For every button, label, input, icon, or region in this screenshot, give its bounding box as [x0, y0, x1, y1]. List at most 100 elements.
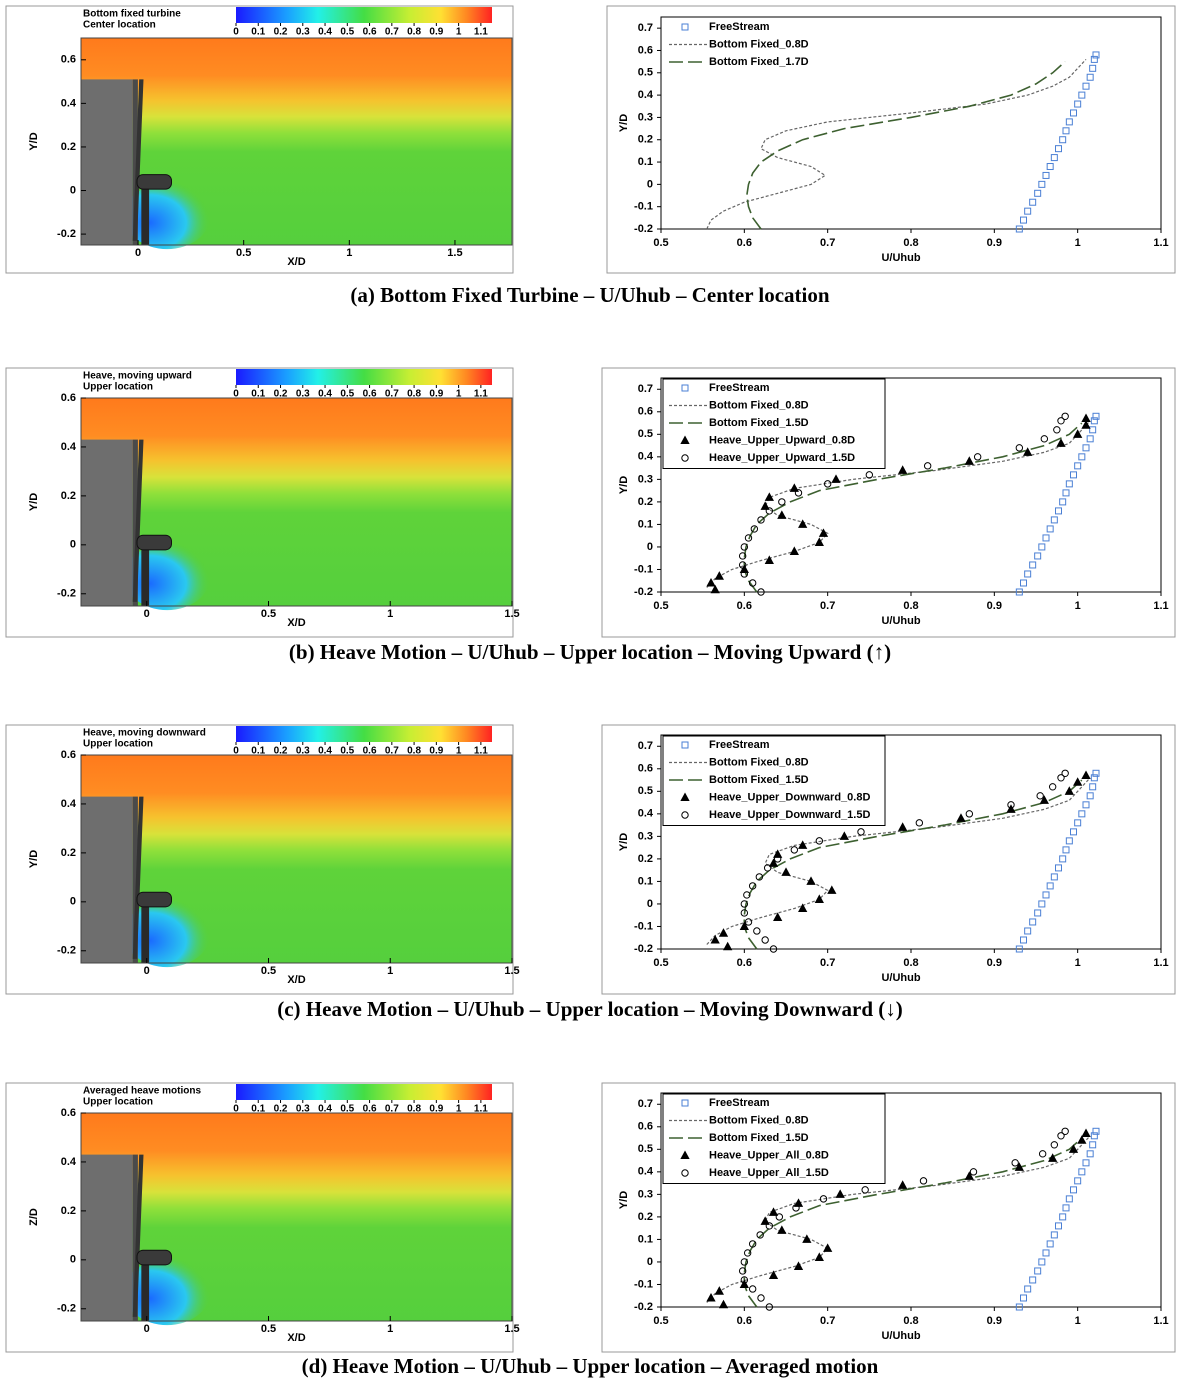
y-tick-label: 0.3: [638, 111, 653, 123]
data-point: [1055, 864, 1062, 872]
y-axis-label: Y/D: [618, 833, 630, 851]
data-point: [740, 543, 749, 551]
y-tick-label: 0.4: [61, 97, 77, 109]
colorbar-tick-label: 0.7: [385, 389, 399, 400]
data-point: [923, 462, 932, 470]
y-tick-label: -0.2: [634, 943, 653, 955]
data-point: [1089, 1141, 1097, 1149]
x-tick-label: 0.7: [820, 957, 835, 969]
data-point: [1077, 1135, 1087, 1144]
data-point: [1065, 1195, 1073, 1203]
colorbar-tick-label: 0.5: [340, 746, 354, 757]
legend-label: Bottom Fixed_0.8D: [709, 399, 809, 411]
data-point: [1034, 552, 1042, 560]
legend-symbol: [680, 435, 690, 444]
legend-label: FreeStream: [709, 21, 770, 33]
x-tick-label: 0.8: [903, 237, 918, 249]
data-point: [915, 819, 924, 827]
data-point: [1065, 118, 1073, 126]
data-point: [739, 1279, 749, 1288]
data-point: [1020, 1294, 1027, 1302]
data-point: [1090, 417, 1098, 425]
data-point: [823, 480, 832, 488]
x-axis-label: U/Uhub: [881, 972, 920, 984]
colorbar-tick-label: 0.1: [251, 27, 265, 38]
data-point: [1068, 1144, 1079, 1153]
x-tick-label: 1.5: [504, 1323, 519, 1335]
data-point: [718, 1299, 729, 1309]
y-axis-label: Z/D: [28, 1208, 40, 1226]
data-point: [1050, 873, 1058, 881]
plot-frame: [80, 1112, 513, 1322]
legend-symbol: [681, 454, 689, 462]
data-point: [765, 507, 774, 515]
y-tick-label: 0: [70, 539, 76, 551]
y-tick-label: 0.3: [638, 830, 653, 842]
tower: [141, 543, 150, 606]
data-point: [798, 840, 808, 849]
tower-shadow: [81, 439, 133, 606]
data-point: [773, 849, 783, 858]
colorbar: [236, 369, 492, 385]
profile-line: [745, 61, 1066, 230]
data-point: [1036, 792, 1044, 800]
data-point: [1070, 1186, 1077, 1194]
x-tick-label: 0.6: [737, 237, 752, 249]
data-point: [818, 528, 829, 537]
colorbar-tick-label: 0.9: [429, 746, 443, 757]
data-point: [865, 471, 874, 479]
y-tick-label: 0.7: [638, 22, 653, 34]
data-point: [1020, 936, 1027, 944]
y-tick-label: 0: [647, 1256, 653, 1268]
colorbar-tick-label: 1: [456, 389, 462, 400]
colorbar-tick-label: 0: [233, 389, 239, 400]
legend-label: FreeStream: [709, 382, 770, 394]
data-point: [744, 918, 753, 926]
colorbar-tick-label: 0.4: [318, 746, 332, 757]
x-tick-label: 1: [1075, 1315, 1081, 1327]
y-tick-label: 0.1: [638, 156, 653, 168]
y-tick-label: 0.4: [638, 808, 654, 820]
data-point: [1020, 216, 1027, 224]
data-point: [777, 1225, 787, 1234]
data-point: [748, 1285, 757, 1293]
colorbar-tick-label: 0.6: [363, 746, 377, 757]
x-tick-label: 0: [135, 247, 141, 259]
legend-symbol: [680, 1150, 690, 1159]
data-point: [1050, 1231, 1058, 1239]
data-point: [1046, 1240, 1054, 1248]
y-tick-label: 0.4: [638, 89, 654, 101]
data-point: [1062, 1204, 1070, 1212]
data-point: [798, 903, 808, 912]
data-point: [1048, 783, 1057, 791]
y-tick-label: 0.5: [638, 1143, 653, 1155]
data-point: [1070, 828, 1077, 836]
data-point: [1057, 417, 1065, 425]
data-point: [1029, 561, 1037, 569]
legend-symbol: [681, 384, 689, 392]
data-point: [1092, 1127, 1100, 1135]
x-tick-label: 1: [387, 1323, 393, 1335]
contour-panel: 0 0.5 1 1.5 -0.2 0 0.2 0.4 0.6 X/D Y/D Heave, movin…: [5, 724, 520, 995]
legend-label: Bottom Fixed_0.8D: [709, 38, 809, 50]
colorbar-tick-label: 0.5: [340, 1104, 354, 1115]
y-tick-label: 0.7: [638, 1098, 653, 1110]
data-point: [1078, 91, 1086, 99]
data-point: [1015, 225, 1023, 233]
y-tick-label: -0.1: [634, 1278, 653, 1290]
x-tick-label: 1.5: [504, 965, 519, 977]
x-tick-label: 1.1: [1153, 600, 1168, 612]
y-tick-label: 0: [70, 896, 76, 908]
tower: [141, 900, 150, 963]
data-point: [714, 571, 724, 580]
data-point: [964, 456, 974, 465]
data-point: [789, 483, 799, 492]
data-point: [1081, 413, 1091, 423]
figure-caption: (a) Bottom Fixed Turbine – U/Uhub – Cent…: [350, 283, 829, 307]
x-tick-label: 0.7: [820, 237, 835, 249]
data-point: [1092, 769, 1100, 777]
x-tick-label: 0: [144, 1323, 150, 1335]
profile-line: [706, 1135, 1091, 1303]
data-point: [1070, 471, 1077, 479]
contour-panel: 0 0.5 1 1.5 -0.2 0 0.2 0.4 0.6 X/D Y/D Heave, movin…: [5, 367, 520, 638]
